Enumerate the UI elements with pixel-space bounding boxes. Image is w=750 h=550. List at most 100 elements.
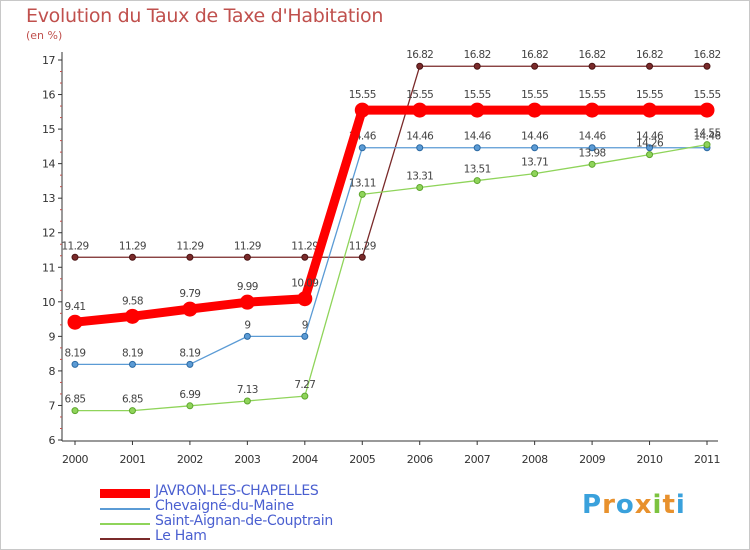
logo-letter: x (634, 490, 653, 520)
data-point (243, 397, 251, 405)
y-tick-label: 15 (42, 123, 55, 136)
chart-title: Evolution du Taux de Taxe d'Habitation (26, 5, 384, 27)
legend-label: Chevaigné-du-Maine (155, 498, 294, 514)
y-tick-label: 9 (49, 330, 56, 343)
data-point (301, 253, 309, 261)
data-point (699, 102, 715, 118)
data-point (703, 62, 711, 70)
logo-letter: P (582, 490, 603, 520)
data-label: 11.29 (349, 240, 376, 252)
y-tick-label: 17 (42, 54, 55, 67)
logo-letter: t (662, 490, 676, 520)
data-point (642, 102, 658, 118)
data-point (358, 144, 366, 152)
y-tick-label: 11 (42, 261, 55, 274)
series-line (74, 147, 708, 365)
data-point (186, 253, 194, 261)
proxiti-logo: Proxiti (582, 490, 686, 520)
data-point (412, 102, 428, 118)
legend-label: Saint-Aignan-de-Couptrain (155, 513, 333, 529)
data-point (646, 151, 654, 159)
data-point (182, 301, 198, 317)
data-label: 9.79 (179, 288, 200, 300)
data-label: 13.51 (464, 164, 491, 176)
data-point (703, 141, 711, 149)
data-label: 15.55 (636, 89, 663, 101)
data-point (358, 253, 366, 261)
data-label: 6.85 (122, 394, 143, 406)
y-tick-label: 8 (49, 365, 56, 378)
data-label: 14.46 (521, 131, 549, 143)
data-point (527, 102, 543, 118)
data-point (473, 177, 481, 185)
logo-letter: i (652, 490, 663, 520)
data-point (646, 144, 654, 152)
logo-letter: o (615, 490, 635, 520)
x-tick-label: 2002 (177, 453, 203, 466)
legend-swatch (100, 538, 150, 540)
x-tick-label: 2007 (464, 453, 490, 466)
data-label: 6.85 (65, 394, 86, 406)
data-point (469, 102, 485, 118)
data-label: 14.46 (693, 131, 721, 143)
data-point (588, 160, 596, 168)
data-point (71, 253, 79, 261)
data-label: 13.98 (579, 147, 606, 159)
data-point (71, 360, 79, 368)
data-point (128, 407, 136, 415)
data-point (67, 314, 83, 330)
data-label: 8.19 (122, 347, 143, 359)
data-label: 15.55 (693, 89, 720, 101)
data-point (354, 102, 370, 118)
x-tick-label: 2011 (694, 453, 720, 466)
data-label: 11.29 (119, 240, 146, 252)
data-label: 14.26 (636, 138, 664, 150)
legend-swatch (100, 489, 150, 498)
data-point (473, 62, 481, 70)
legend-item: JAVRON-LES-CHAPELLES (100, 483, 420, 500)
data-point (646, 62, 654, 70)
data-label: 15.55 (349, 89, 376, 101)
data-label: 9.99 (237, 281, 258, 293)
data-label: 16.82 (406, 49, 433, 61)
data-label: 14.46 (579, 131, 607, 143)
legend-label: Le Ham (155, 528, 207, 544)
data-label: 7.27 (294, 379, 315, 391)
data-label: 9 (244, 319, 250, 331)
y-tick-label: 14 (42, 158, 55, 171)
series-line (70, 105, 712, 327)
x-tick-label: 2005 (349, 453, 375, 466)
legend-item: Chevaigné-du-Maine (100, 498, 420, 515)
data-label: 16.82 (636, 49, 663, 61)
data-point (243, 332, 251, 340)
data-label: 16.82 (521, 49, 548, 61)
x-tick-label: 2004 (292, 453, 318, 466)
data-label: 11.29 (291, 240, 318, 252)
x-tick-label: 2008 (522, 453, 548, 466)
data-point (243, 253, 251, 261)
y-tick-label: 10 (42, 296, 55, 309)
data-label: 16.82 (579, 49, 606, 61)
x-tick-label: 2009 (579, 453, 605, 466)
data-label: 14.46 (406, 131, 434, 143)
data-label: 15.55 (464, 89, 491, 101)
y-tick-label: 6 (49, 434, 56, 447)
legend-label: JAVRON-LES-CHAPELLES (155, 483, 319, 499)
logo-letter: i (675, 490, 686, 520)
data-label: 6.99 (179, 389, 200, 401)
data-label: 15.55 (406, 89, 433, 101)
data-label: 16.82 (693, 49, 720, 61)
data-label: 11.29 (234, 240, 261, 252)
data-label: 14.46 (464, 131, 492, 143)
series-line (74, 143, 708, 412)
x-tick-label: 2001 (119, 453, 145, 466)
data-point (301, 332, 309, 340)
x-tick-label: 2010 (637, 453, 663, 466)
x-tick-label: 2000 (62, 453, 88, 466)
y-tick-label: 13 (42, 192, 55, 205)
data-point (186, 360, 194, 368)
data-label: 16.82 (464, 49, 491, 61)
data-label: 13.71 (521, 157, 548, 169)
